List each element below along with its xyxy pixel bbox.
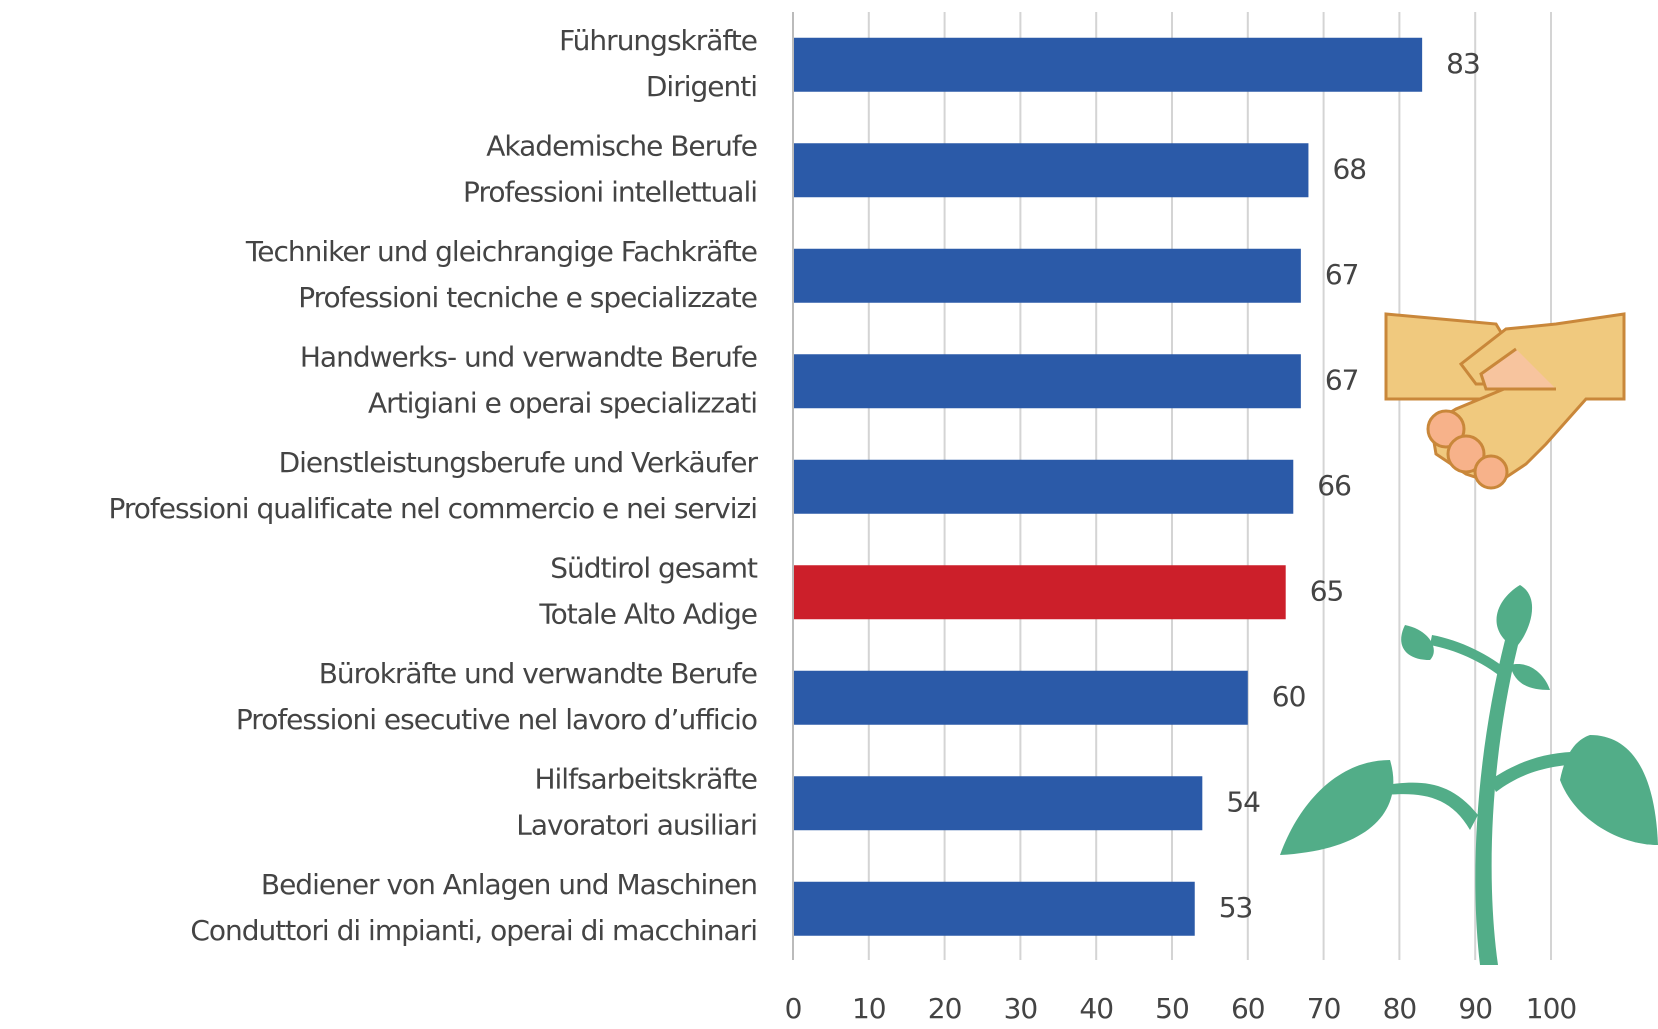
category-label: Techniker und gleichrangige Fachkräfte: [245, 235, 757, 268]
category-label: Bürokräfte und verwandte Berufe: [319, 657, 757, 690]
category-label: Dirigenti: [646, 70, 757, 103]
x-tick-label: 40: [1079, 992, 1113, 1025]
chart: 0 10 20 30 40 50 60 70 80 90 100 Führungskräfte Dir…: [0, 0, 1658, 1029]
x-tick-label: 70: [1307, 992, 1341, 1025]
value-label: 65: [1310, 574, 1344, 607]
category-label: Führungskräfte: [559, 24, 757, 57]
bar: [793, 460, 1293, 514]
category-label: Artigiani e operai specializzati: [368, 386, 757, 419]
x-tick-label: 20: [928, 992, 962, 1025]
category-label: Dienstleistungsberufe und Verkäufer: [279, 446, 759, 479]
bar: [793, 38, 1422, 92]
category-label: Südtirol gesamt: [550, 551, 758, 584]
category-label: Totale Alto Adige: [538, 597, 757, 630]
value-label: 53: [1219, 891, 1253, 924]
x-tick-label: 100: [1526, 992, 1576, 1025]
handshake-icon: [1386, 314, 1624, 488]
marks: Führungskräfte Dirigenti 83 Akademische Ber…: [108, 24, 1479, 947]
x-tick-label: 80: [1383, 992, 1417, 1025]
category-label: Professioni tecniche e specializzate: [298, 281, 757, 314]
category-label: Professioni esecutive nel lavoro d’uffic…: [236, 703, 757, 736]
bar: [793, 671, 1248, 725]
category-label: Professioni intellettuali: [463, 175, 757, 208]
value-label: 67: [1325, 258, 1359, 291]
category-label: Conduttori di impianti, operai di macchi…: [190, 914, 757, 947]
value-label: 66: [1317, 469, 1351, 502]
category-label: Handwerks- und verwandte Berufe: [300, 340, 757, 373]
category-label: Akademische Berufe: [486, 129, 757, 162]
x-tick-label: 10: [852, 992, 886, 1025]
bar: [793, 249, 1301, 303]
value-label: 60: [1272, 680, 1306, 713]
x-tick-label: 0: [785, 992, 802, 1025]
x-tick-label: 90: [1458, 992, 1492, 1025]
category-label: Lavoratori ausiliari: [516, 808, 757, 841]
x-tick-label: 50: [1155, 992, 1189, 1025]
bar: [793, 354, 1301, 408]
bar: [793, 776, 1202, 830]
value-label: 67: [1325, 363, 1359, 396]
category-label: Hilfsarbeitskräfte: [534, 762, 757, 795]
x-tick-label: 30: [1004, 992, 1038, 1025]
bar: [793, 143, 1308, 197]
bar: [793, 882, 1195, 936]
value-label: 83: [1446, 47, 1480, 80]
value-label: 68: [1332, 152, 1366, 185]
bar: [793, 565, 1286, 619]
x-tick-label: 60: [1231, 992, 1265, 1025]
plant-icon: [1280, 585, 1658, 965]
category-label: Professioni qualificate nel commercio e …: [108, 492, 757, 525]
category-label: Bediener von Anlagen und Maschinen: [261, 868, 757, 901]
value-label: 54: [1226, 785, 1260, 818]
